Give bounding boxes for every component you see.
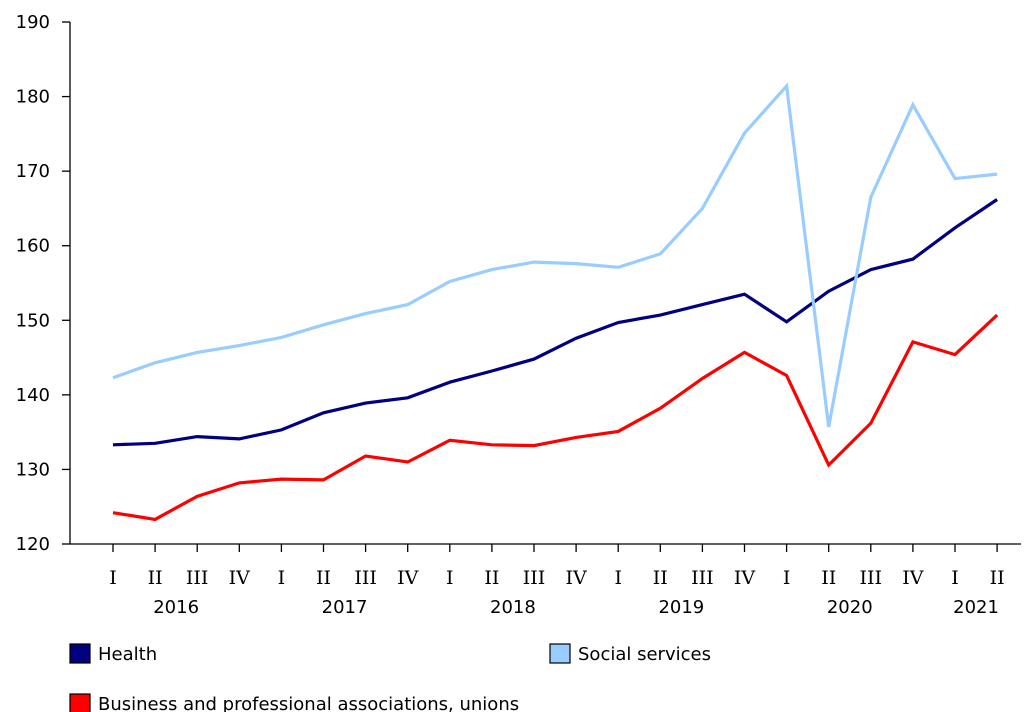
series-line-1 xyxy=(112,198,998,447)
x-tick-label: IV xyxy=(565,567,587,589)
x-tick-label: I xyxy=(446,567,454,589)
y-tick-label: 140 xyxy=(16,385,50,406)
x-tick-label: IV xyxy=(734,567,756,589)
x-tick-label: IV xyxy=(229,567,251,589)
x-tick-label: IV xyxy=(902,567,924,589)
x-tick-label: III xyxy=(354,567,377,589)
legend-label-1: Health xyxy=(98,644,157,665)
legend: Health Social services Business and profes… xyxy=(69,643,711,712)
x-year-label: 2021 xyxy=(953,597,999,618)
y-axis-ticks: 120 130 140 150 160 170 180 190 xyxy=(16,12,70,555)
y-tick-label: 130 xyxy=(16,459,50,480)
legend-swatch-1 xyxy=(69,643,91,664)
x-year-label: 2018 xyxy=(490,597,536,618)
x-tick-label: IV xyxy=(397,567,419,589)
series-lines xyxy=(112,82,999,522)
x-tick-label: I xyxy=(109,567,117,589)
x-tick-label: II xyxy=(821,567,836,589)
x-year-label: 2020 xyxy=(827,597,873,618)
x-year-label: 2019 xyxy=(658,597,704,618)
x-year-label: 2017 xyxy=(322,597,368,618)
y-tick-label: 150 xyxy=(16,310,50,331)
y-tick-label: 190 xyxy=(16,12,50,33)
x-tick-label: III xyxy=(860,567,883,589)
y-tick-label: 120 xyxy=(16,534,50,555)
legend-swatch-3 xyxy=(69,693,91,712)
x-tick-label: II xyxy=(316,567,331,589)
axes xyxy=(69,22,1021,545)
x-year-label: 2016 xyxy=(153,597,199,618)
legend-label-3: Business and professional associations, … xyxy=(98,694,519,712)
series-line-3 xyxy=(112,313,999,522)
y-tick-label: 180 xyxy=(16,87,50,108)
y-tick-label: 170 xyxy=(16,161,50,182)
x-tick-label: III xyxy=(186,567,209,589)
x-axis-ticks: I II III IV I II III IV I II III IV I II III IV I II III IV… xyxy=(109,544,1005,618)
x-tick-label: III xyxy=(523,567,546,589)
x-tick-label: I xyxy=(614,567,622,589)
x-tick-label: I xyxy=(278,567,286,589)
x-tick-label: III xyxy=(691,567,714,589)
x-tick-label: II xyxy=(148,567,163,589)
series-line-2 xyxy=(112,82,998,428)
x-tick-label: I xyxy=(783,567,791,589)
x-tick-label: II xyxy=(990,567,1005,589)
legend-label-2: Social services xyxy=(578,644,711,665)
legend-swatch-2 xyxy=(549,643,571,664)
x-tick-label: I xyxy=(951,567,959,589)
x-tick-label: II xyxy=(484,567,499,589)
x-tick-label: II xyxy=(653,567,668,589)
y-tick-label: 160 xyxy=(16,236,50,257)
